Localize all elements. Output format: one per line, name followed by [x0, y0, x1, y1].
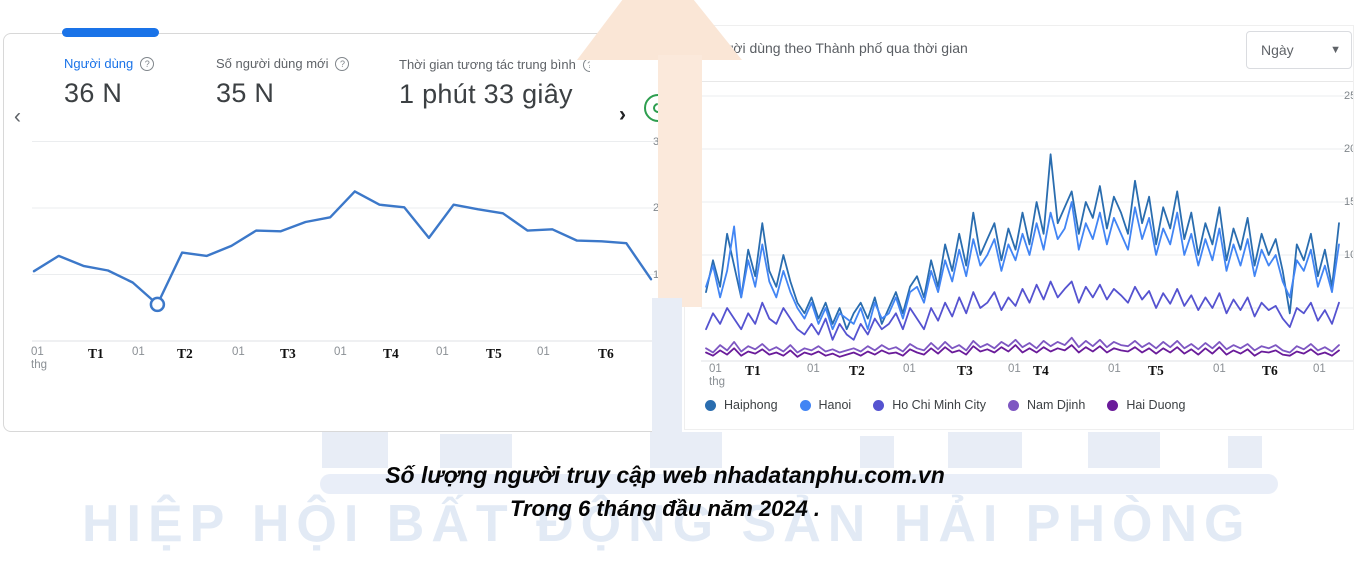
x-tick-label: 01 — [1213, 363, 1226, 375]
y-tick-label: 250 — [1344, 90, 1353, 102]
legend-item: Hanoi — [799, 398, 852, 412]
x-tick-label: T2 — [849, 363, 865, 378]
x-tick-label: 01 — [436, 346, 449, 358]
chart-legend: Haiphong Hanoi Ho Chi Minh City Nam Djinh Ha… — [705, 398, 1185, 412]
scroll-metrics-right-button[interactable]: › — [619, 103, 626, 126]
users-by-city-line-chart — [701, 95, 1353, 362]
metric-tab-engagement-time[interactable]: Thời gian tương tác trung bình ? 1 phút … — [399, 56, 590, 110]
legend-label: Nam Djinh — [1026, 398, 1086, 412]
granularity-dropdown[interactable]: Ngày ▼ — [1246, 31, 1352, 69]
y-tick-label: 100 — [653, 268, 661, 281]
legend-label: Ho Chi Minh City — [892, 398, 986, 412]
x-tick-label: T2 — [177, 346, 193, 361]
legend-item: Hai Duong — [1107, 398, 1185, 412]
x-tick-label: 01 — [1313, 363, 1326, 375]
metric-tab-users[interactable]: Người dùng ? 36 N — [64, 56, 155, 109]
metric-new-users-value: 35 N — [216, 78, 275, 108]
x-tick-label: 01 — [334, 346, 347, 358]
x-tick-label: 01 — [1008, 363, 1021, 375]
y-tick-label: 300 — [653, 135, 661, 148]
x-tick-label: 01 — [537, 346, 550, 358]
x-tick-label: T5 — [486, 346, 502, 361]
users-by-city-card: Người dùng theo Thành phố qua thời gian … — [684, 25, 1354, 430]
users-overview-card: ‹ Người dùng ? 36 N Số người dùng mới ? … — [3, 33, 662, 432]
x-tick-label: 01 — [807, 363, 820, 375]
metric-users-value: 36 N — [64, 78, 123, 108]
insights-icon[interactable] — [644, 94, 661, 122]
y-tick-label: 150 — [1344, 196, 1353, 208]
active-tab-indicator — [62, 28, 159, 37]
metric-users-label: Người dùng — [64, 56, 134, 71]
metric-engagement-value: 1 phút 33 giây — [399, 79, 573, 109]
x-tick-label: 01 — [232, 346, 245, 358]
x-tick-label: 01 — [903, 363, 916, 375]
y-tick-label: 200 — [1344, 143, 1353, 155]
x-tick-label: T3 — [280, 346, 296, 361]
legend-dot-icon — [1007, 399, 1019, 411]
y-tick-label: 200 — [653, 202, 661, 214]
x-tick-label: T3 — [957, 363, 973, 378]
metric-engagement-label: Thời gian tương tác trung bình — [399, 56, 576, 72]
x-tick-label: 01 thg — [31, 346, 47, 372]
x-tick-label: 01 — [132, 346, 145, 358]
legend-label: Haiphong — [724, 398, 778, 412]
caption-line-2: Trong 6 tháng đầu năm 2024 . — [509, 496, 821, 521]
chevron-down-icon: ▼ — [1330, 44, 1341, 56]
caption: Số lượng người truy cập web nhadatanphu.… — [0, 462, 1330, 522]
metric-tab-new-users[interactable]: Số người dùng mới ? 35 N — [216, 56, 350, 109]
metric-new-users-label: Số người dùng mới — [216, 56, 329, 71]
users-line-chart — [32, 141, 656, 342]
legend-label: Hanoi — [818, 398, 852, 412]
x-tick-label: T4 — [383, 346, 399, 361]
legend-dot-icon — [1107, 399, 1119, 411]
x-tick-label: T5 — [1148, 363, 1164, 378]
x-tick-label: 01 thg — [709, 363, 725, 389]
x-tick-label: T6 — [598, 346, 614, 361]
legend-item: Ho Chi Minh City — [873, 398, 986, 412]
x-tick-label: 01 — [1108, 363, 1121, 375]
help-icon[interactable]: ? — [335, 56, 350, 71]
x-tick-label: T1 — [88, 346, 104, 361]
legend-dot-icon — [705, 399, 716, 411]
y-tick-label: 100 — [1344, 249, 1353, 261]
legend-dot-icon — [873, 399, 885, 411]
header-divider — [701, 81, 1353, 82]
caption-line-1: Số lượng người truy cập web nhadatanphu.… — [385, 462, 945, 488]
help-icon[interactable]: ? — [140, 56, 155, 71]
x-tick-label: T1 — [745, 363, 761, 378]
scroll-metrics-left-button[interactable]: ‹ — [14, 105, 21, 128]
legend-dot-icon — [799, 399, 811, 411]
legend-label: Hai Duong — [1126, 398, 1186, 412]
legend-item: Nam Djinh — [1007, 398, 1086, 412]
x-tick-label: T6 — [1262, 363, 1278, 378]
legend-item: Haiphong — [705, 398, 778, 412]
x-tick-label: T4 — [1033, 363, 1049, 378]
chart-title: Người dùng theo Thành phố qua thời gian — [706, 40, 968, 56]
dropdown-value: Ngày — [1261, 42, 1294, 58]
